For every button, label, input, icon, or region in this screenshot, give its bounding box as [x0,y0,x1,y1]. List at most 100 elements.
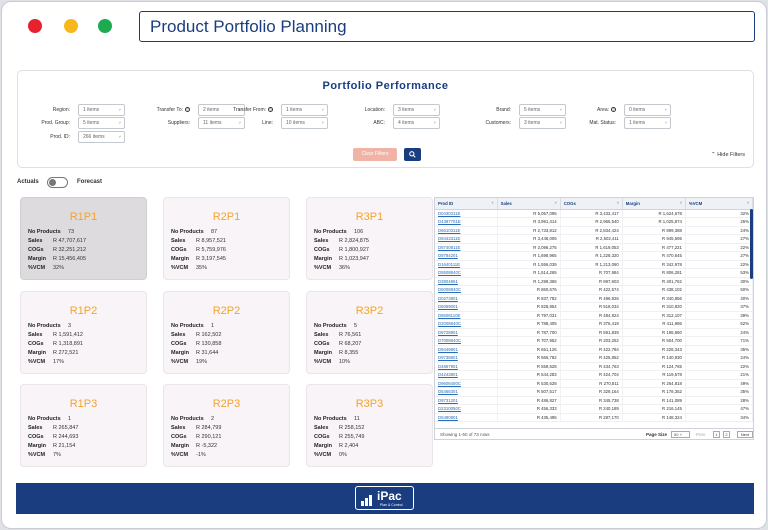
help-icon[interactable]: ? [611,107,616,113]
sort-icon: ˅ [554,201,557,205]
table-cell: 21% [685,370,754,380]
sales-label: Sales [171,425,186,431]
filter-select[interactable]: 5 items ˅ [78,117,125,129]
filter-select[interactable]: 1 items ˅ [78,104,125,116]
prod-id-link[interactable]: D4857901 [435,362,498,371]
prod-id-link[interactable]: D4387701E [435,217,498,227]
prod-id-link[interactable]: D9784201 [435,251,498,261]
portfolio-card[interactable]: R3P3 No Products 11 Sales R 258,152 COGs R 255… [306,384,433,467]
table-row: D1640111E R 1,556,039 R 1,213,060 R 342,978… [435,260,754,269]
table-cell: 24% [685,328,754,337]
portfolio-card[interactable]: R2P1 No Products 87 Sales R 8,957,521 COGs R 5… [163,197,290,280]
portfolio-card[interactable]: R1P1 No Products 73 Sales R 47,707,617 COGs R … [20,197,147,280]
portfolio-card[interactable]: R1P3 No Products 1 Sales R 265,847 COGs R 244,… [20,384,147,467]
clear-filters-button[interactable]: Clear Filters [353,148,397,161]
hide-filters-button[interactable]: ⌃ Hide Filters [711,152,745,158]
prod-id-link[interactable]: D6610311E [435,226,498,235]
filter-select[interactable]: 11 items ˅ [198,117,245,129]
prod-id-link[interactable]: D7008840C [435,336,498,346]
filter-select[interactable]: 3 items ˅ [393,104,440,116]
prod-id-link[interactable]: D5490801 [435,413,498,422]
vcm-value: 35% [196,265,208,271]
prod-id-link[interactable]: D8740811E [435,243,498,252]
help-icon[interactable]: ? [268,107,273,113]
prod-id-link[interactable]: D0273801 [435,294,498,303]
prod-id-link[interactable]: D6069001 [435,302,498,312]
table-cell: 22% [685,362,754,371]
products-value: 3 [68,323,72,329]
portfolio-card[interactable]: R3P2 No Products 5 Sales R 76,561 COGs R 68,20… [306,291,433,374]
column-header[interactable]: Sales ˅ [497,198,561,210]
table-cell: 28% [685,396,754,405]
page-2-button[interactable]: 2 [723,431,730,438]
prod-id-link[interactable]: D8608110E [435,311,498,320]
column-header[interactable]: Margin ˅ [622,198,686,210]
table-scrollbar[interactable] [750,209,753,279]
table-row: D0273801 R 837,782 R 496,926 R 340,856 40% [435,294,754,303]
page-size-select[interactable]: 50 ˅ [671,431,690,438]
close-window-icon[interactable] [28,19,42,33]
filter-select[interactable]: 2 items ˅ [198,104,245,116]
prod-id-link[interactable]: D3904861 [435,277,498,286]
prod-id-link[interactable]: D5008840C [435,285,498,295]
products-value: 5 [354,323,358,329]
margin-label: Margin [28,350,47,356]
table-cell: R 141,089 [622,396,686,405]
portfolio-card[interactable]: R2P2 No Products 1 Sales R 162,502 COGs R 130,… [163,291,290,374]
table-cell: R 345,738 [560,396,623,405]
prev-page-button[interactable]: Prev [696,432,706,437]
prod-id-link[interactable]: D0430311E [435,209,498,218]
table-row: D9449801 R 651,126 R 422,784 R 228,343 35% [435,345,754,354]
portfolio-card[interactable]: R1P2 No Products 3 Sales R 1,591,412 COGs R 1,… [20,291,147,374]
filter-select[interactable]: 10 items ˅ [281,117,328,129]
column-header[interactable]: Prod ID ˅ [435,198,498,210]
filter-select[interactable]: 5 items ˅ [519,104,566,116]
portfolio-card[interactable]: R2P3 No Products 2 Sales R 284,799 COGs R 290,… [163,384,290,467]
table-cell: R 434,763 [560,362,623,371]
prod-id-link[interactable]: D4243801 [435,370,498,380]
filter-select[interactable]: 3 items ˅ [519,117,566,129]
next-page-button[interactable]: Next [737,431,753,438]
prod-id-link[interactable]: D9449801 [435,345,498,354]
filter-select[interactable]: 1 items ˅ [281,104,328,116]
filter-select[interactable]: 0 items ˅ [624,104,671,116]
table-cell: R 435,495 [497,413,561,422]
help-icon[interactable]: ? [185,107,190,113]
prod-id-link[interactable]: D9728801 [435,328,498,337]
column-header[interactable]: COGs ˅ [560,198,623,210]
column-header[interactable]: %VCM ˅ [685,198,754,210]
sales-value: R 284,799 [196,425,222,431]
table-cell: R 496,926 [560,294,623,303]
prod-id-link[interactable]: D1640111E [435,260,498,269]
sales-label: Sales [314,238,329,244]
prod-id-link[interactable]: D9738801 [435,353,498,363]
search-button[interactable] [404,148,421,161]
cogs-value: R 68,207 [339,341,362,347]
vcm-label: %VCM [314,452,332,458]
prod-id-link[interactable]: D2310050C [435,404,498,414]
prod-id-link[interactable]: D5468301 [435,387,498,397]
vcm-label: %VCM [314,265,332,271]
prod-id-link[interactable]: D2008840C [435,319,498,329]
table-cell: R 140,930 [622,353,686,363]
margin-label: Margin [171,350,190,356]
prod-id-link[interactable]: D5508840C [435,268,498,278]
footer-bar: iPac Plan & Control [16,483,754,514]
margin-label: Margin [28,256,47,262]
margin-value: R 3,197,545 [196,256,226,262]
table-cell: R 1,228,320 [560,251,623,261]
filter-value: 3 items [524,120,541,126]
minimize-window-icon[interactable] [64,19,78,33]
portfolio-card[interactable]: R3P1 No Products 106 Sales R 2,824,875 COGs R … [306,197,433,280]
filter-select[interactable]: 4 items ˅ [393,117,440,129]
prod-id-link[interactable]: D9731201 [435,396,498,405]
prod-id-link[interactable]: D9608400C [435,379,498,388]
maximize-window-icon[interactable] [98,19,112,33]
vcm-value: 17% [53,359,65,365]
vcm-label: %VCM [28,265,46,271]
prod-id-link[interactable]: D9443311E [435,234,498,244]
filter-select[interactable]: 1 items ˅ [624,117,671,129]
mode-switch[interactable] [47,177,68,188]
filter-select[interactable]: 266 items ˅ [78,131,125,143]
page-1-button[interactable]: 1 [713,431,720,438]
